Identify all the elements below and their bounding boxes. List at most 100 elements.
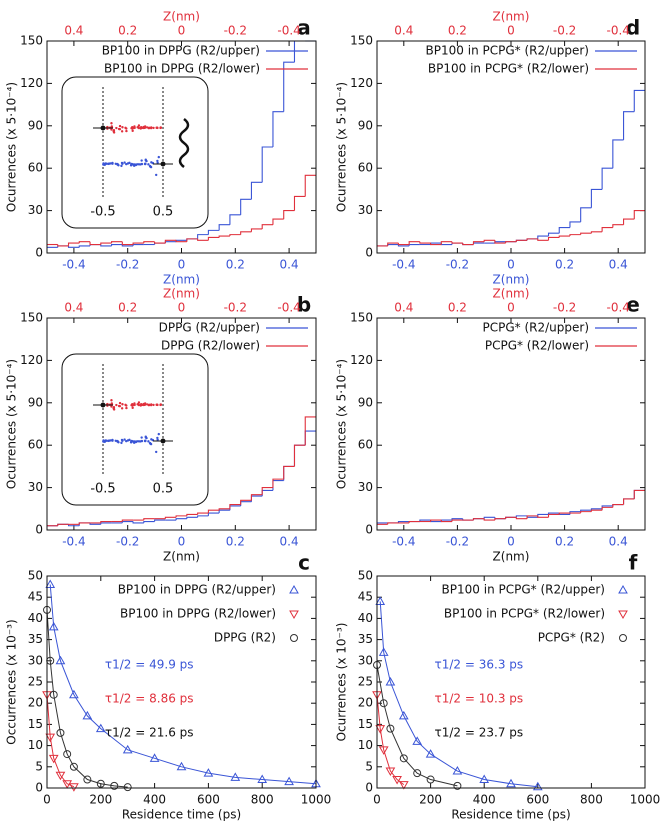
legend-label: DPPG (R2/upper) bbox=[159, 321, 260, 335]
y-tick-label: 10 bbox=[358, 738, 373, 752]
histogram-step bbox=[387, 242, 399, 246]
inset-dot bbox=[154, 450, 158, 454]
y-tick-label: 45 bbox=[358, 590, 373, 604]
histogram-step bbox=[218, 508, 230, 511]
inset-dot bbox=[156, 159, 159, 163]
inset-dot bbox=[111, 161, 114, 165]
y-tick-label: 0 bbox=[365, 246, 373, 260]
histogram-step bbox=[472, 242, 485, 245]
inset-dot bbox=[147, 440, 150, 443]
y-tick-label: 30 bbox=[358, 653, 373, 667]
x-tick-label: 400 bbox=[143, 793, 166, 807]
data-point bbox=[69, 762, 78, 771]
histogram-step bbox=[397, 243, 410, 246]
x-tick-label: 0 bbox=[373, 793, 381, 807]
inset-dot bbox=[159, 126, 163, 129]
histogram-step bbox=[164, 239, 177, 244]
inset-dot bbox=[148, 126, 151, 130]
x-tick-label: 800 bbox=[580, 793, 603, 807]
histogram-step bbox=[175, 515, 187, 518]
data-point bbox=[83, 775, 92, 784]
inset-dot bbox=[155, 126, 158, 129]
data-point bbox=[48, 754, 59, 764]
data-point bbox=[56, 728, 65, 737]
inset-dot bbox=[156, 438, 159, 441]
inset-dot bbox=[125, 404, 128, 407]
x-tick-label: 0.4 bbox=[280, 258, 299, 272]
x2-tick-label: -0.2 bbox=[224, 24, 247, 38]
y-tick-label: 0 bbox=[365, 781, 373, 795]
inset: -0.5 0.5 bbox=[61, 76, 209, 229]
inset-dot bbox=[118, 401, 122, 405]
x-tick-label: 0.4 bbox=[609, 258, 628, 272]
x2-tick-label: -0.4 bbox=[277, 24, 300, 38]
data-point bbox=[375, 596, 386, 605]
data-point bbox=[62, 780, 73, 789]
inset-dot bbox=[149, 165, 153, 169]
inset-dot bbox=[145, 159, 148, 163]
y-tick-label: 35 bbox=[358, 632, 373, 646]
histogram-step bbox=[111, 243, 123, 246]
data-point bbox=[203, 768, 214, 777]
inset-dot bbox=[133, 126, 136, 130]
histogram-step bbox=[293, 444, 306, 467]
data-point bbox=[506, 778, 516, 788]
data-point bbox=[55, 771, 66, 781]
x-tick-label: 0.2 bbox=[555, 535, 574, 549]
y-tick-label: 60 bbox=[358, 438, 373, 452]
histogram-step bbox=[451, 519, 463, 522]
x-tick-label: 200 bbox=[89, 793, 112, 807]
data-point bbox=[378, 746, 389, 755]
histogram-step bbox=[207, 512, 220, 516]
y-axis-label: Occurrences (x 10⁻³) bbox=[5, 619, 19, 744]
data-point bbox=[257, 774, 268, 784]
data-point bbox=[82, 710, 93, 720]
histogram-step bbox=[505, 516, 517, 519]
histogram-step bbox=[590, 231, 603, 234]
histogram-step bbox=[590, 188, 603, 208]
annotation: τ1/2 = 49.9 ps bbox=[105, 658, 194, 672]
x-tick-label: 0.2 bbox=[226, 535, 245, 549]
legend-label: BP100 in PCPG* (R2/upper) bbox=[426, 44, 589, 58]
legend-label: BP100 in DPPG (R2/lower) bbox=[104, 62, 260, 76]
x2-tick-label: 0 bbox=[178, 24, 186, 38]
histogram-step bbox=[387, 522, 399, 525]
y-tick-label: 10 bbox=[28, 738, 43, 752]
y-tick-label: 120 bbox=[20, 353, 43, 367]
data-point bbox=[452, 766, 463, 775]
inset-dot bbox=[120, 441, 123, 445]
histogram-step bbox=[601, 167, 613, 190]
histogram-step bbox=[612, 504, 624, 508]
data-point bbox=[95, 723, 106, 733]
inset-dot bbox=[140, 162, 143, 166]
y-tick-label: 5 bbox=[365, 759, 373, 773]
histogram-step bbox=[283, 465, 295, 481]
y-tick-label: 50 bbox=[358, 569, 373, 583]
inset-dot bbox=[125, 439, 128, 443]
x-tick-label: 400 bbox=[473, 793, 496, 807]
inset-dot bbox=[156, 436, 159, 440]
y-tick-label: 0 bbox=[35, 246, 43, 260]
x-tick-label: -0.4 bbox=[392, 258, 415, 272]
histogram-step bbox=[261, 224, 273, 229]
inset-dot bbox=[157, 432, 160, 436]
inset-dot bbox=[133, 403, 136, 407]
inset-dot bbox=[140, 439, 143, 443]
inset-dot bbox=[150, 403, 153, 406]
y-tick-label: 90 bbox=[28, 395, 43, 409]
histogram-step bbox=[580, 511, 592, 514]
histogram-step bbox=[250, 228, 263, 232]
y-tick-label: 90 bbox=[358, 118, 373, 132]
histogram-step bbox=[57, 244, 69, 247]
y-tick-label: 15 bbox=[28, 717, 43, 731]
x2-tick-label: 0 bbox=[178, 301, 186, 315]
histogram-step bbox=[601, 506, 613, 511]
histogram-step bbox=[261, 146, 273, 183]
inset-dot bbox=[143, 402, 147, 405]
legend-marker bbox=[618, 584, 628, 594]
histogram-step bbox=[250, 494, 263, 501]
histogram-step bbox=[515, 239, 528, 242]
histogram-step bbox=[283, 210, 295, 220]
x-tick-label: 600 bbox=[197, 793, 220, 807]
histogram-step bbox=[229, 214, 241, 225]
